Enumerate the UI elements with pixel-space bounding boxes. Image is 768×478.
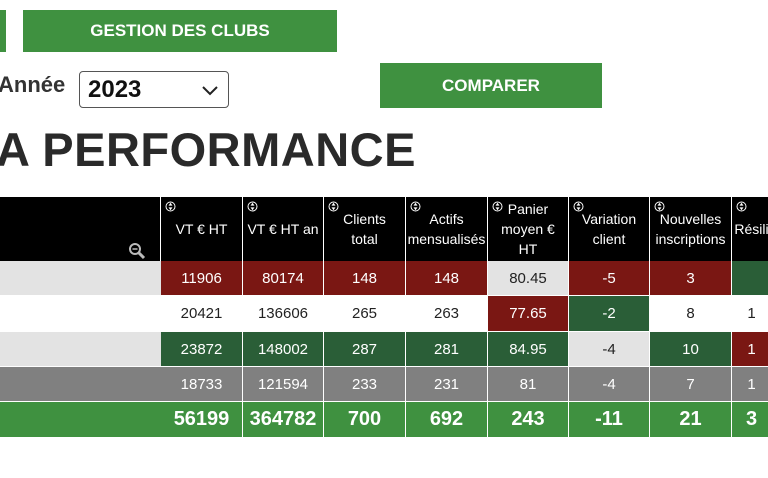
header-label: VT € HT an xyxy=(247,221,319,237)
header-col-panier-moyen[interactable]: Panier moyen € HT xyxy=(488,197,569,261)
table-cell: 136606 xyxy=(243,296,324,332)
header-label: Variation client xyxy=(581,211,637,247)
header-col-resiliations[interactable]: Résili xyxy=(732,197,768,261)
sort-icon[interactable] xyxy=(573,201,584,212)
sort-icon[interactable] xyxy=(410,201,421,212)
header-label: Nouvelles inscriptions xyxy=(655,211,726,247)
table-cell: 233 xyxy=(324,367,406,402)
table-cell: 1 xyxy=(732,332,768,367)
table-cell: -2 xyxy=(569,296,650,332)
header-label: Résili xyxy=(734,221,768,237)
table-cell: -4 xyxy=(569,367,650,402)
total-cell: 56199 xyxy=(161,402,243,438)
sort-icon[interactable] xyxy=(492,201,503,212)
header-label: Panier moyen € HT xyxy=(501,201,555,257)
total-cell: 243 xyxy=(488,402,569,438)
table-cell: -5 xyxy=(569,261,650,296)
year-label: Année xyxy=(0,72,66,97)
row-header-cell xyxy=(0,197,161,261)
sort-icon[interactable] xyxy=(328,201,339,212)
row-label-cell xyxy=(0,332,161,367)
total-cell: 700 xyxy=(324,402,406,438)
chevron-down-icon xyxy=(202,86,218,96)
table-cell: 7 xyxy=(650,367,732,402)
table-cell: 11906 xyxy=(161,261,243,296)
table-cell: 80.45 xyxy=(488,261,569,296)
table-cell: -4 xyxy=(569,332,650,367)
header-col-clients-total[interactable]: Clients total xyxy=(324,197,406,261)
total-cell: 3 xyxy=(732,402,768,438)
total-cell: -11 xyxy=(569,402,650,438)
table-cell: 23872 xyxy=(161,332,243,367)
header-col-actifs-mensualises[interactable]: Actifs mensualisés xyxy=(406,197,488,261)
row-label-cell xyxy=(0,367,161,402)
page-title: A PERFORMANCE xyxy=(0,123,416,176)
table-cell: 1 xyxy=(732,367,768,402)
table-cell: 148 xyxy=(324,261,406,296)
comparer-button[interactable]: COMPARER xyxy=(380,63,602,108)
performance-table: VT € HT VT € HT an Clients total Actifs men… xyxy=(0,197,768,438)
header-col-variation-client[interactable]: Variation client xyxy=(569,197,650,261)
table-cell: 148 xyxy=(406,261,488,296)
table-cell: 18733 xyxy=(161,367,243,402)
table-cell: 281 xyxy=(406,332,488,367)
table-cell: 10 xyxy=(650,332,732,367)
table-cell: 231 xyxy=(406,367,488,402)
table-cell: 287 xyxy=(324,332,406,367)
nav-button-partial[interactable] xyxy=(0,10,6,52)
sort-icon[interactable] xyxy=(654,201,665,212)
table-cell: 3 xyxy=(650,261,732,296)
header-label: Actifs mensualisés xyxy=(407,211,486,247)
table-cell: 80174 xyxy=(243,261,324,296)
total-cell: 364782 xyxy=(243,402,324,438)
table-cell: 148002 xyxy=(243,332,324,367)
total-cell: 692 xyxy=(406,402,488,438)
year-select-value: 2023 xyxy=(88,75,142,103)
header-col-nouvelles-inscriptions[interactable]: Nouvelles inscriptions xyxy=(650,197,732,261)
header-col-vt-ht[interactable]: VT € HT xyxy=(161,197,243,261)
header-label: Clients total xyxy=(343,211,386,247)
table-cell: 8 xyxy=(650,296,732,332)
year-select[interactable]: 2023 xyxy=(79,71,229,108)
header-label: VT € HT xyxy=(175,221,228,237)
table-cell: 121594 xyxy=(243,367,324,402)
table-cell: 1 xyxy=(732,296,768,332)
table-cell xyxy=(732,261,768,296)
table-cell: 77.65 xyxy=(488,296,569,332)
gestion-des-clubs-button[interactable]: GESTION DES CLUBS xyxy=(23,10,337,52)
total-row-label-cell xyxy=(0,402,161,438)
table-cell: 263 xyxy=(406,296,488,332)
table-cell: 265 xyxy=(324,296,406,332)
table-cell: 81 xyxy=(488,367,569,402)
sort-icon[interactable] xyxy=(736,201,747,212)
row-label-cell xyxy=(0,261,161,296)
zoom-icon[interactable] xyxy=(128,242,146,260)
header-col-vt-ht-an[interactable]: VT € HT an xyxy=(243,197,324,261)
total-cell: 21 xyxy=(650,402,732,438)
row-label-cell xyxy=(0,296,161,332)
sort-icon[interactable] xyxy=(247,201,258,212)
table-cell: 84.95 xyxy=(488,332,569,367)
table-cell: 20421 xyxy=(161,296,243,332)
sort-icon[interactable] xyxy=(165,201,176,212)
